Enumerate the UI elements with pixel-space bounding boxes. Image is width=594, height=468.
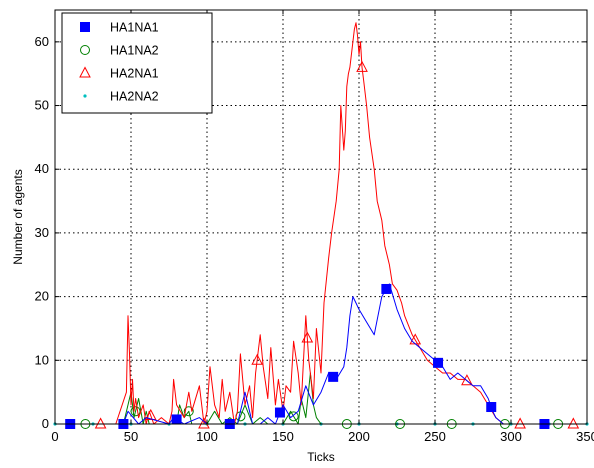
legend-entry: HA1NA1	[80, 21, 159, 35]
y-tick-label: 50	[35, 98, 49, 113]
x-tick-label: 100	[196, 429, 218, 444]
y-tick-label: 40	[35, 161, 49, 176]
y-tick-label: 60	[35, 34, 49, 49]
legend-entries: HA1NA1 HA1NA2 HA2NA1 HA2NA2	[79, 21, 159, 104]
y-tick-label: 0	[42, 416, 49, 431]
x-tick-label: 300	[500, 429, 522, 444]
legend: HA1NA1 HA1NA2 HA2NA1 HA2NA2	[61, 12, 213, 114]
data-point	[381, 283, 392, 294]
x-tick-label: 150	[272, 429, 294, 444]
data-point	[251, 353, 263, 365]
data-point	[461, 374, 473, 386]
y-tick-label: 10	[35, 352, 49, 367]
x-axis-label: Ticks	[307, 450, 335, 464]
series-line	[55, 22, 587, 425]
legend-entry: HA1NA2	[80, 44, 159, 58]
legend-label: HA2NA2	[110, 90, 159, 104]
x-tick-label: 250	[424, 429, 446, 444]
x-tick-label: 0	[51, 429, 58, 444]
data-point	[356, 60, 368, 72]
data-point	[433, 357, 444, 368]
plot-frame	[54, 9, 588, 425]
legend-label: HA1NA1	[110, 21, 159, 35]
data-point	[130, 406, 141, 417]
data-point	[328, 371, 339, 382]
ticks: 0 50 100 150 200 250 300 350 0 10 20 30 40 50 60	[35, 10, 594, 444]
data-point	[301, 331, 314, 343]
legend-entry: HA2NA2	[83, 90, 159, 104]
legend-marker	[80, 22, 90, 32]
legend-label: HA2NA1	[110, 67, 159, 81]
legend-entry: HA2NA1	[79, 66, 159, 81]
x-tick-label: 50	[124, 429, 138, 444]
data-point	[171, 414, 182, 425]
series-HA2NA1	[55, 22, 587, 429]
legend-marker	[80, 45, 90, 55]
y-tick-label: 30	[35, 225, 49, 240]
data-point	[183, 406, 194, 417]
data-point	[567, 417, 580, 429]
data-point	[486, 402, 497, 413]
data-point	[288, 411, 299, 422]
data-point	[144, 408, 157, 421]
y-tick-label: 20	[35, 289, 49, 304]
legend-label: HA1NA2	[110, 44, 159, 58]
data-point	[514, 417, 526, 429]
data-point	[94, 417, 107, 429]
legend-marker	[83, 94, 87, 98]
y-axis-label: Number of agents	[11, 169, 25, 264]
data-point	[274, 407, 285, 418]
x-tick-label: 200	[348, 429, 370, 444]
x-tick-label: 350	[576, 429, 594, 444]
legend-marker	[79, 66, 91, 78]
